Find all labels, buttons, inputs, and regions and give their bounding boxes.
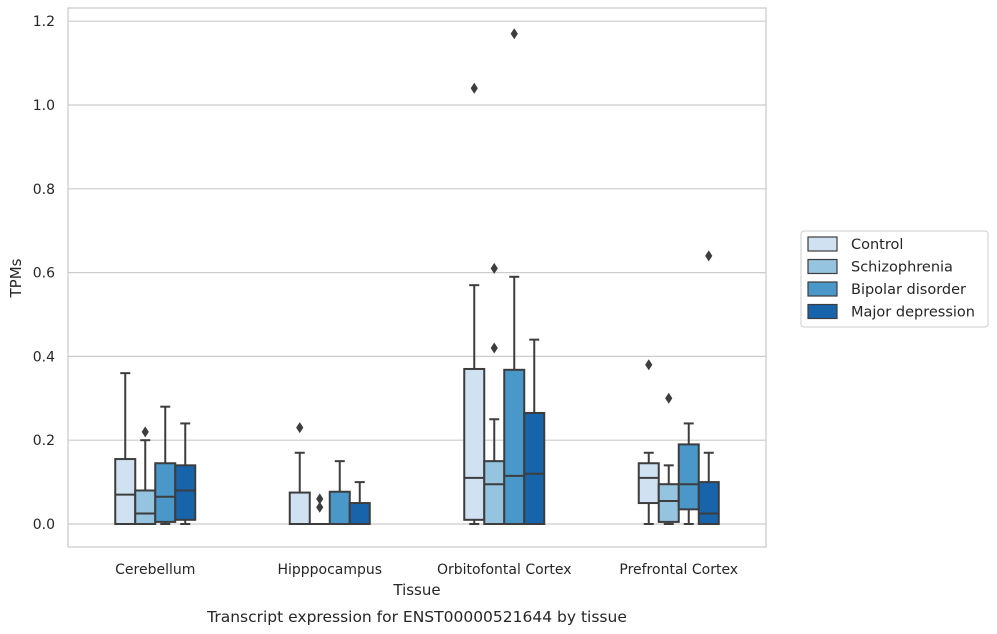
box <box>154 405 177 525</box>
legend-swatch <box>807 281 838 297</box>
x-axis-label: Tissue <box>392 581 440 599</box>
box <box>637 359 660 525</box>
box-iqr <box>677 443 700 511</box>
legend-label: Schizophrenia <box>851 260 953 276</box>
y-tick-label: 0.6 <box>33 266 55 282</box>
legend-frame <box>800 230 989 328</box>
box <box>174 422 197 525</box>
y-tick-label: 0.4 <box>33 349 55 365</box>
y-tick-label: 1.2 <box>33 14 55 30</box>
legend-label: Bipolar disorder <box>851 282 966 298</box>
x-tick-labels: Cerebellum Hipppocampus Orbitofontal Corte… <box>115 562 738 578</box>
outlier-point <box>141 426 149 438</box>
y-tick-label: 1.0 <box>33 98 55 114</box>
y-tick-label: 0.2 <box>33 433 55 449</box>
y-tick-label: 0.8 <box>33 182 55 198</box>
box <box>483 262 506 525</box>
box-iqr <box>328 490 351 525</box>
box-iqr <box>114 458 137 525</box>
outlier-point <box>705 250 713 262</box>
outlier-point <box>645 359 653 371</box>
legend-label: Control <box>851 237 903 253</box>
legend-swatch <box>807 258 838 275</box>
x-tick-label: Orbitofontal Cortex <box>437 562 572 578</box>
outlier-point <box>665 392 673 404</box>
box-iqr <box>463 367 486 521</box>
y-tick-labels: 0.0 0.2 0.4 0.6 0.8 1.0 1.2 <box>33 14 55 533</box>
box-iqr <box>348 502 371 525</box>
box <box>134 426 157 526</box>
box <box>463 82 486 525</box>
outlier-point <box>490 342 498 354</box>
outlier-point <box>490 262 498 274</box>
outlier-point <box>316 493 324 505</box>
box-iqr <box>154 462 177 523</box>
box-iqr <box>637 462 660 505</box>
y-axis-label: TPMs <box>7 258 25 298</box>
box <box>697 250 720 526</box>
box <box>348 481 371 525</box>
y-tick-label: 0.0 <box>33 517 55 533</box>
outlier-point <box>470 82 478 94</box>
legend: Control Schizophrenia Bipolar disorder Majo… <box>800 230 989 328</box>
box <box>114 372 137 525</box>
box-iqr <box>288 491 311 526</box>
x-tick-label: Prefrontal Cortex <box>619 562 738 578</box>
outlier-point <box>296 422 304 434</box>
chart-caption: Transcript expression for ENST0000052164… <box>206 608 627 626</box>
box <box>288 422 311 526</box>
box <box>677 422 700 525</box>
legend-swatch <box>807 236 838 252</box>
legend-label: Major depression <box>851 305 975 321</box>
box <box>309 493 330 525</box>
box-series <box>114 28 720 526</box>
box-iqr <box>697 481 720 526</box>
box <box>523 338 546 525</box>
box <box>328 460 351 525</box>
legend-swatch <box>807 303 838 320</box>
box-iqr <box>657 483 680 523</box>
x-tick-label: Cerebellum <box>115 562 195 578</box>
x-tick-label: Hipppocampus <box>277 562 382 578</box>
box-iqr <box>134 489 157 526</box>
plot-frame <box>67 7 767 548</box>
box-iqr <box>523 411 546 525</box>
outlier-point <box>510 28 518 40</box>
box-iqr <box>174 464 197 521</box>
box-iqr <box>503 368 526 526</box>
box-iqr <box>483 460 506 525</box>
outlier-point <box>316 501 324 513</box>
